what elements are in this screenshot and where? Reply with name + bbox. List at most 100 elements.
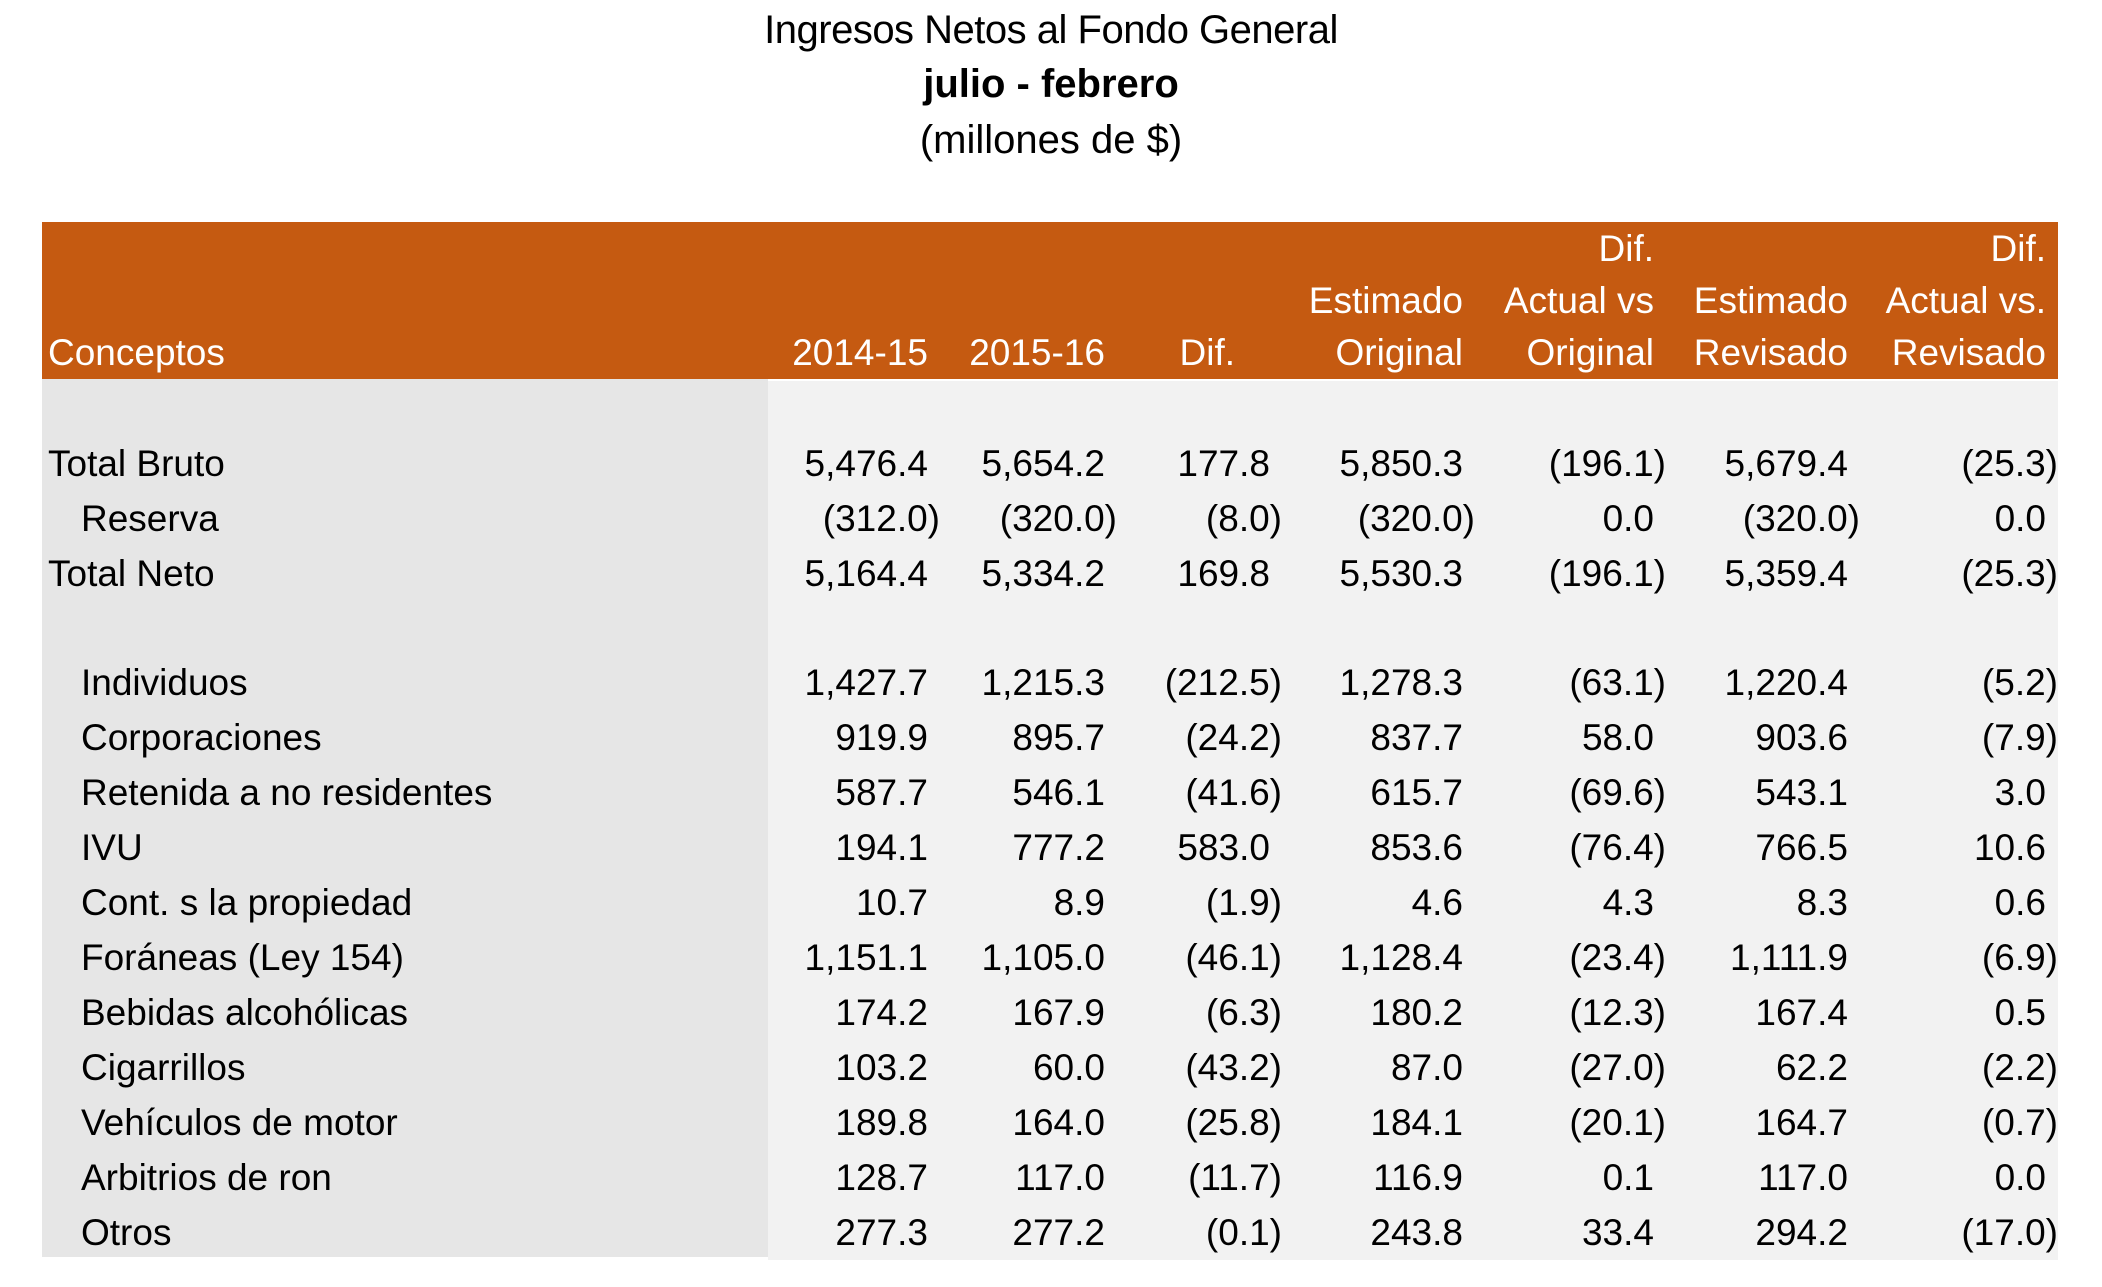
row-value-dif: (1.9): [1205, 882, 1282, 923]
row-value-dif_rev: 3.0: [1994, 772, 2046, 813]
row-value-est_orig: 180.2: [1370, 992, 1463, 1033]
table-row: Corporaciones 919.9 895.7 (24.2) 837.7 58.0 90…: [0, 710, 2102, 765]
row-value-y1415: 5,164.4: [804, 553, 928, 594]
row-value-est_rev: 294.2: [1755, 1212, 1848, 1253]
row-stripe: [768, 820, 2058, 875]
row-value-y1415: 189.8: [835, 1102, 928, 1143]
table-row: Cigarrillos 103.2 60.0 (43.2) 87.0 (27.0) 62.2…: [0, 1040, 2102, 1095]
row-concept-label: IVU: [81, 827, 143, 868]
row-value-y1415: 103.2: [835, 1047, 928, 1088]
row-value-dif_orig: (76.4): [1569, 827, 1666, 868]
row-value-dif_orig: (69.6): [1569, 772, 1666, 813]
row-value-y1415: 194.1: [835, 827, 928, 868]
row-concept-label: Arbitrios de ron: [81, 1157, 332, 1198]
row-value-y1516: 546.1: [1012, 772, 1105, 813]
row-value-y1516: 895.7: [1012, 717, 1105, 758]
concepts-column-background: [42, 379, 768, 1257]
row-value-est_rev: 8.3: [1796, 882, 1848, 923]
row-value-y1415: 174.2: [835, 992, 928, 1033]
row-value-est_orig: 5,850.3: [1339, 443, 1463, 484]
row-concept-label: Total Neto: [48, 553, 215, 594]
column-header-dif_orig: Dif. Actual vs Original: [1504, 223, 1654, 379]
row-stripe: [768, 381, 2058, 436]
row-stripe: [768, 600, 2058, 655]
row-concept-label: Total Bruto: [48, 443, 225, 484]
row-value-y1516: 777.2: [1012, 827, 1105, 868]
row-concept-label: Individuos: [81, 662, 248, 703]
row-value-dif_rev: (17.0): [1961, 1212, 2058, 1253]
row-value-y1516: 167.9: [1012, 992, 1105, 1033]
row-value-dif: (212.5): [1164, 662, 1282, 703]
row-value-dif_rev: (7.9): [1981, 717, 2058, 758]
row-value-dif_rev: 0.0: [1994, 1157, 2046, 1198]
row-value-est_rev: 164.7: [1755, 1102, 1848, 1143]
row-stripe: [768, 1095, 2058, 1150]
row-value-y1415: (312.0): [822, 498, 940, 539]
column-header-line: Estimado: [1308, 280, 1463, 321]
table-row: Reserva (312.0) (320.0) (8.0) (320.0) 0.0 (320…: [0, 491, 2102, 546]
row-stripe: [768, 491, 2058, 546]
row-value-dif: (0.1): [1205, 1212, 1282, 1253]
row-value-dif_rev: 10.6: [1973, 827, 2046, 868]
row-value-dif: (46.1): [1185, 937, 1282, 978]
column-header-line: Dif.: [1598, 228, 1655, 269]
row-value-dif_orig: (196.1): [1548, 443, 1666, 484]
row-value-dif: (41.6): [1185, 772, 1282, 813]
row-concept-label: Bebidas alcohólicas: [81, 992, 409, 1033]
row-value-est_orig: 1,128.4: [1339, 937, 1463, 978]
column-header-line: 2015-16: [969, 332, 1105, 373]
row-value-y1415: 10.7: [855, 882, 928, 923]
row-value-est_rev: 1,220.4: [1724, 662, 1848, 703]
table-row: IVU 194.1 777.2 583.0 853.6 (76.4) 766.5 10.6: [0, 820, 2102, 875]
row-value-y1415: 1,151.1: [804, 937, 928, 978]
row-value-y1516: 117.0: [1015, 1157, 1105, 1198]
row-concept-label: Reserva: [81, 498, 219, 539]
row-value-est_rev: 903.6: [1755, 717, 1848, 758]
row-value-y1516: 5,654.2: [981, 443, 1105, 484]
row-value-dif_orig: 0.1: [1602, 1157, 1654, 1198]
column-header-line: 2014-15: [792, 332, 928, 373]
column-header-line: Revisado: [1693, 332, 1848, 373]
column-header-y1415: 2014-15: [792, 327, 928, 379]
column-header-est_orig: Estimado Original: [1309, 275, 1463, 379]
row-value-y1516: 164.0: [1012, 1102, 1105, 1143]
row-value-y1415: 1,427.7: [804, 662, 928, 703]
column-header-y1516: 2015-16: [969, 327, 1105, 379]
row-stripe: [768, 1040, 2058, 1095]
row-value-y1516: 277.2: [1012, 1212, 1105, 1253]
report-period: julio - febrero: [923, 62, 1179, 106]
column-header-line: Dif.: [1179, 332, 1236, 373]
row-value-y1415: 277.3: [835, 1212, 928, 1253]
report-title: Ingresos Netos al Fondo General: [764, 8, 1338, 52]
row-value-est_rev: 1,111.9: [1730, 937, 1848, 978]
row-value-dif: 177.8: [1177, 443, 1270, 484]
row-stripe: [768, 1205, 2058, 1260]
column-header-line: Dif.: [1990, 228, 2047, 269]
row-value-est_orig: 243.8: [1370, 1212, 1463, 1253]
row-value-dif_orig: 4.3: [1602, 882, 1654, 923]
row-value-dif_orig: (20.1): [1569, 1102, 1666, 1143]
row-stripe: [768, 655, 2058, 710]
row-stripe: [768, 765, 2058, 820]
row-value-est_rev: 167.4: [1755, 992, 1848, 1033]
column-header-est_rev: Estimado Revisado: [1694, 275, 1848, 379]
row-stripe: [768, 710, 2058, 765]
table-row: Arbitrios de ron 128.7 117.0 (11.7) 116.9 0.1…: [0, 1150, 2102, 1205]
row-value-est_rev: 5,679.4: [1724, 443, 1848, 484]
column-header-line: Original: [1335, 332, 1464, 373]
row-value-est_orig: 184.1: [1370, 1102, 1463, 1143]
row-value-dif: (43.2): [1185, 1047, 1282, 1088]
row-value-est_rev: 543.1: [1755, 772, 1848, 813]
table-row: Foráneas (Ley 154) 1,151.1 1,105.0 (46.1) 1,…: [0, 930, 2102, 985]
row-value-y1516: 1,105.0: [981, 937, 1105, 978]
row-value-y1415: 919.9: [835, 717, 928, 758]
column-header-concepto: Conceptos: [48, 327, 225, 379]
row-value-dif_orig: (27.0): [1569, 1047, 1666, 1088]
row-value-dif_orig: (196.1): [1548, 553, 1666, 594]
row-stripe: [768, 546, 2058, 601]
row-value-y1516: 5,334.2: [981, 553, 1105, 594]
column-header-line: Revisado: [1891, 332, 2046, 373]
row-concept-label: Cont. s la propiedad: [81, 882, 413, 923]
table-header: Conceptos 2014-15 2015-16 Dif. Estimado Origi…: [42, 222, 2058, 379]
row-value-est_orig: 1,278.3: [1339, 662, 1463, 703]
